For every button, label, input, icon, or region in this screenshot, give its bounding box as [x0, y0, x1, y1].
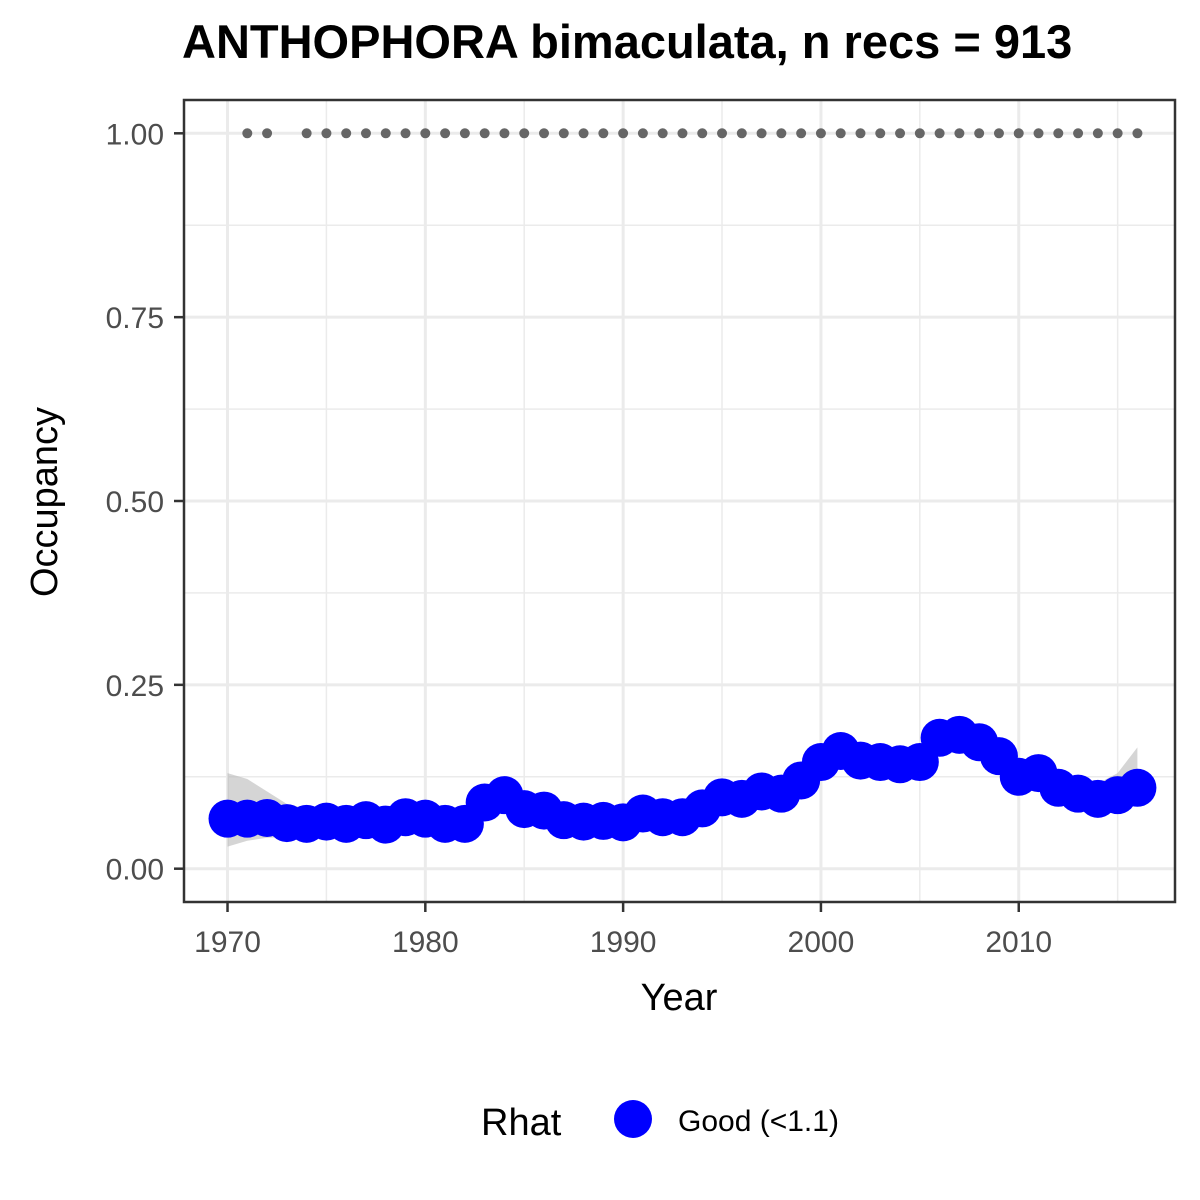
detection-point [993, 128, 1004, 139]
y-tick-label: 0.50 [106, 486, 164, 519]
legend-label-good: Good (<1.1) [678, 1105, 839, 1138]
chart-title: ANTHOPHORA bimaculata, n recs = 913 [182, 15, 1073, 68]
legend-key-good [614, 1100, 652, 1138]
detection-point [380, 128, 391, 139]
detection-point [697, 128, 708, 139]
x-tick-label: 1980 [392, 926, 459, 959]
detection-point [855, 128, 866, 139]
x-tick-label: 2010 [985, 926, 1052, 959]
x-tick-label: 2000 [788, 926, 855, 959]
detection-point [519, 128, 530, 139]
detection-point [954, 128, 965, 139]
detection-point [796, 128, 807, 139]
detection-point [598, 128, 609, 139]
y-tick-label: 0.25 [106, 670, 164, 703]
x-tick-label: 1990 [590, 926, 657, 959]
detection-point [360, 128, 371, 139]
detection-point [459, 128, 470, 139]
y-axis-ticks: 0.00 0.25 0.50 0.75 1.00 [106, 118, 184, 887]
detection-point [756, 128, 767, 139]
detection-point [242, 128, 253, 139]
x-tick-label: 1970 [194, 926, 261, 959]
y-tick-label: 1.00 [106, 118, 164, 151]
detection-point [1092, 128, 1103, 139]
detection-point [875, 128, 886, 139]
detection-point [717, 128, 728, 139]
detection-point [934, 128, 945, 139]
y-tick-label: 0.75 [106, 302, 164, 335]
detection-point [400, 128, 411, 139]
detection-point [420, 128, 431, 139]
detection-point [618, 128, 629, 139]
detection-point [895, 128, 906, 139]
detection-points [242, 128, 1143, 139]
detection-point [1112, 128, 1123, 139]
detection-point [815, 128, 826, 139]
detection-point [262, 128, 273, 139]
detection-point [301, 128, 312, 139]
legend: Rhat Good (<1.1) [481, 1100, 839, 1144]
x-axis-ticks: 1970 1980 1990 2000 2010 [194, 902, 1052, 959]
detection-point [835, 128, 846, 139]
detection-point [657, 128, 668, 139]
detection-point [1073, 128, 1084, 139]
legend-title: Rhat [481, 1102, 562, 1144]
detection-point [914, 128, 925, 139]
detection-point [974, 128, 985, 139]
occupancy-points [208, 715, 1157, 844]
detection-point [736, 128, 747, 139]
detection-point [499, 128, 510, 139]
detection-point [637, 128, 648, 139]
detection-point [341, 128, 352, 139]
detection-point [677, 128, 688, 139]
y-axis-title: Occupancy [24, 407, 66, 597]
detection-point [578, 128, 589, 139]
detection-point [321, 128, 332, 139]
detection-point [558, 128, 569, 139]
y-tick-label: 0.00 [106, 854, 164, 887]
detection-point [776, 128, 787, 139]
detection-point [1033, 128, 1044, 139]
detection-point [1013, 128, 1024, 139]
detection-point [539, 128, 550, 139]
x-axis-title: Year [641, 977, 718, 1019]
detection-point [1132, 128, 1143, 139]
occupancy-point [1118, 768, 1157, 807]
detection-point [1053, 128, 1064, 139]
detection-point [479, 128, 490, 139]
detection-point [440, 128, 451, 139]
